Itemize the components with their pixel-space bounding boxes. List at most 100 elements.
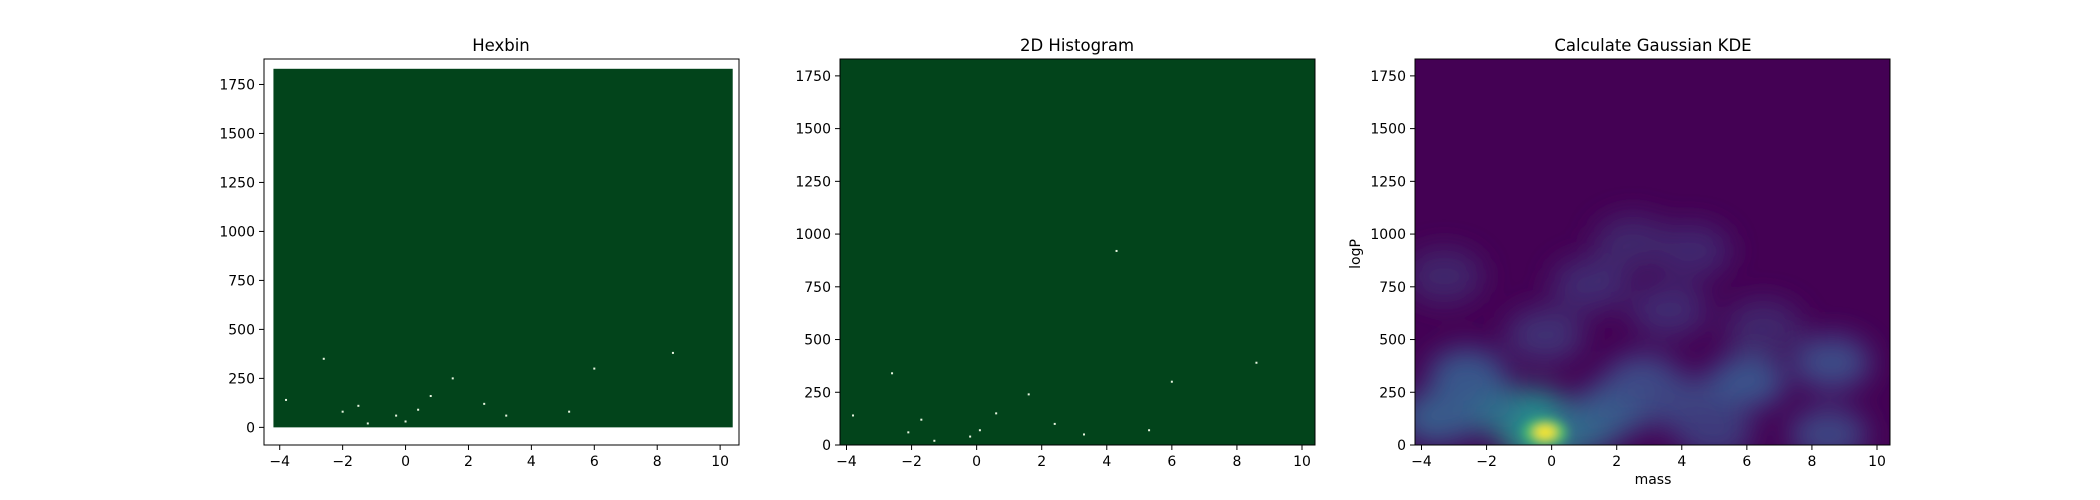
bright-point-14 [322, 357, 325, 360]
bright-point-7 [483, 402, 486, 405]
bright-point-10 [285, 398, 288, 401]
bright-point-12 [451, 377, 454, 380]
kde-blob-12 [1675, 405, 1754, 445]
axes-frame [1414, 58, 1891, 446]
kde-y-axis-label: logP [1348, 239, 1364, 269]
y-tick-label: 750 [804, 280, 831, 296]
x-tick-label: 8 [1807, 454, 1816, 470]
x-tick-label: 6 [590, 454, 599, 470]
bright-point-3 [366, 422, 369, 425]
x-tick-label: 8 [1232, 454, 1241, 470]
kde-blob-4 [1427, 348, 1507, 403]
y-tick-label: 1750 [795, 69, 831, 85]
bright-point-13 [891, 372, 894, 375]
y-tick-label: 500 [804, 333, 831, 349]
bright-point-14 [1115, 249, 1118, 252]
y-tick-label: 1500 [795, 122, 831, 138]
y-tick-label: 1250 [219, 175, 255, 191]
x-tick-label: −2 [901, 454, 922, 470]
kde-peak-core [1534, 425, 1557, 440]
x-tick-label: 8 [653, 454, 662, 470]
bright-point-12 [1148, 429, 1151, 432]
hexbin-y-ticks: 0 250 500 750 1000 1250 1500 1750 [219, 77, 264, 436]
hexbin-fill [273, 68, 733, 428]
axes-frame [839, 58, 1316, 446]
kde-blob-9 [1707, 354, 1786, 409]
kde-blob-15 [1629, 282, 1708, 338]
x-tick-label: −2 [1476, 454, 1497, 470]
x-tick-label: 10 [1868, 454, 1886, 470]
hexbin-x-ticks: −4 −2 0 2 4 6 8 10 [269, 445, 729, 470]
x-tick-label: 2 [1037, 454, 1046, 470]
bright-point-6 [429, 395, 432, 398]
kde-blob-13 [1506, 308, 1585, 363]
bright-point-1 [395, 414, 398, 417]
bright-point-5 [357, 404, 360, 407]
bright-point-2 [933, 439, 936, 442]
bright-point-4 [341, 410, 344, 413]
kde-blob-18 [1415, 249, 1484, 304]
bright-point-9 [671, 351, 674, 354]
hexbin-title: Hexbin [472, 36, 530, 55]
x-tick-label: −4 [1411, 454, 1432, 470]
y-tick-label: 250 [804, 385, 831, 401]
bright-point-8 [593, 367, 596, 370]
y-tick-label: 1250 [795, 174, 831, 190]
y-tick-label: 1500 [1370, 122, 1406, 138]
bright-point-8 [1255, 361, 1258, 364]
bright-point-4 [920, 418, 923, 421]
histogram-y-ticks: 0 250 500 750 1000 1250 1500 1750 [795, 69, 840, 454]
x-tick-label: 2 [464, 454, 473, 470]
kde-blob-17 [1593, 215, 1673, 270]
x-tick-label: 2 [1612, 454, 1621, 470]
y-tick-label: 750 [1379, 280, 1406, 296]
y-tick-label: 0 [822, 438, 831, 454]
kde-blob-3 [1415, 390, 1477, 445]
hexbin-panel: Hexbin −4 −2 0 2 4 6 8 10 0 250 500 750 1000 1250 150… [219, 36, 740, 470]
kde-density [1415, 215, 1871, 445]
x-tick-label: 4 [527, 454, 536, 470]
kde-x-axis-label: mass [1635, 472, 1672, 488]
x-tick-label: −4 [269, 454, 290, 470]
y-tick-label: 1000 [795, 227, 831, 243]
bright-point-1 [978, 429, 981, 432]
x-tick-label: 6 [1167, 454, 1176, 470]
x-tick-label: 4 [1102, 454, 1111, 470]
kde-panel: Calculate Gaussian KDE −4 −2 0 2 4 6 8 10 0 250 5… [1348, 36, 1891, 488]
x-tick-label: 4 [1677, 454, 1686, 470]
histogram-plot-area [839, 58, 1316, 446]
histogram-x-ticks: −4 −2 0 2 4 6 8 10 [836, 445, 1311, 470]
x-tick-label: 0 [401, 454, 410, 470]
y-tick-label: 0 [1397, 438, 1406, 454]
y-tick-label: 250 [228, 371, 255, 387]
y-tick-label: 1000 [1370, 227, 1406, 243]
kde-blob-11 [1789, 407, 1868, 445]
bright-point-11 [505, 414, 508, 417]
bright-point-10 [1083, 433, 1086, 436]
hexbin-plot-area [263, 58, 740, 446]
kde-y-ticks: 0 250 500 750 1000 1250 1500 1750 [1370, 69, 1415, 454]
x-tick-label: 0 [972, 454, 981, 470]
histogram-panel: 2D Histogram −4 −2 0 2 4 6 8 10 0 250 500 750 1000 1… [795, 36, 1316, 470]
bright-point-11 [1027, 393, 1030, 396]
bright-point-0 [969, 435, 972, 438]
bright-point-3 [907, 431, 910, 434]
bright-point-6 [1053, 422, 1056, 425]
y-tick-label: 500 [228, 322, 255, 338]
bright-point-5 [995, 412, 998, 415]
y-tick-label: 1000 [219, 224, 255, 240]
y-tick-label: 1250 [1370, 174, 1406, 190]
kde-plot-area [1414, 58, 1891, 446]
kde-blob-10 [1792, 335, 1871, 390]
bright-point-0 [404, 420, 407, 423]
bright-point-2 [417, 408, 420, 411]
histogram-title: 2D Histogram [1020, 36, 1134, 55]
y-tick-label: 750 [228, 273, 255, 289]
y-tick-label: 0 [246, 420, 255, 436]
kde-x-ticks: −4 −2 0 2 4 6 8 10 [1411, 445, 1886, 470]
bright-point-13 [568, 410, 571, 413]
x-tick-label: 0 [1547, 454, 1556, 470]
kde-blob-19 [1724, 299, 1803, 355]
x-tick-label: −4 [836, 454, 857, 470]
